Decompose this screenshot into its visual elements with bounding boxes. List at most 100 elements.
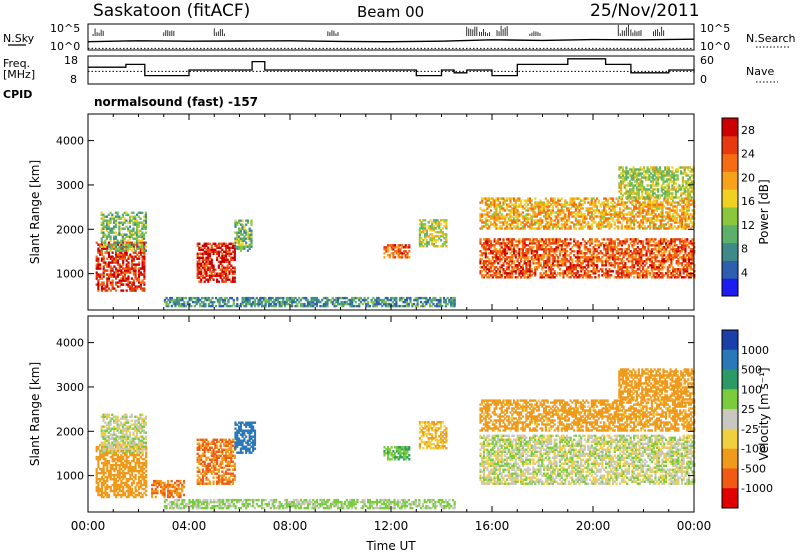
echo-cell — [610, 213, 613, 216]
echo-cell — [670, 203, 673, 206]
echo-cell — [558, 217, 562, 220]
echo-cell — [634, 203, 638, 206]
echo-cell — [246, 245, 249, 248]
echo-cell — [518, 219, 521, 222]
echo-cell — [495, 217, 498, 220]
echo-cell — [111, 215, 114, 218]
echo-cell — [233, 248, 236, 251]
echo-cell — [121, 235, 124, 238]
echo-cell — [659, 207, 662, 210]
echo-cell — [122, 279, 125, 282]
echo-cell — [638, 225, 641, 228]
echo-cell — [562, 205, 565, 208]
echo-cell — [424, 227, 427, 230]
echo-cell — [671, 192, 674, 195]
echo-cell — [643, 205, 646, 208]
echo-cell — [132, 217, 135, 220]
echo-cell — [479, 227, 482, 230]
echo-cell — [537, 266, 540, 269]
echo-cell — [687, 260, 691, 263]
echo-cell — [574, 209, 577, 212]
echo-cell — [228, 262, 231, 265]
echo-cell — [652, 276, 655, 279]
echo-cell — [143, 249, 146, 252]
echo-cell — [686, 207, 689, 210]
echo-cell — [537, 205, 540, 208]
echo-cell — [578, 215, 581, 218]
echo-cell — [649, 227, 652, 230]
echo-cell — [661, 274, 664, 277]
echo-cell — [143, 265, 146, 268]
echo-cell — [143, 277, 146, 280]
echo-cell — [553, 248, 556, 251]
echo-cell — [672, 246, 675, 249]
echo-cell — [617, 221, 620, 224]
echo-cell — [438, 225, 441, 228]
echo-cell — [672, 219, 675, 222]
echo-cell — [516, 264, 519, 267]
echo-cell — [134, 289, 137, 292]
echo-cell — [645, 240, 648, 243]
echo-cell — [484, 262, 487, 265]
echo-cell — [130, 231, 133, 234]
echo-cell — [633, 264, 636, 267]
echo-cell — [599, 203, 602, 206]
echo-cell — [498, 254, 501, 257]
echo-cell — [245, 245, 248, 248]
echo-cell — [619, 209, 622, 212]
echo-cell — [564, 227, 567, 230]
echo-cell — [104, 289, 107, 292]
echo-cell — [633, 250, 636, 253]
echo-cell — [105, 221, 109, 224]
echo-cell — [550, 213, 553, 216]
echo-cell — [574, 227, 577, 230]
echo-cell — [122, 263, 125, 266]
echo-cell — [116, 271, 119, 274]
echo-cell — [200, 256, 203, 259]
echo-cell — [546, 256, 549, 259]
echo-cell — [564, 256, 567, 259]
echo-cell — [228, 250, 231, 253]
echo-cell — [500, 215, 503, 218]
echo-cell — [424, 237, 427, 240]
echo-cell — [617, 225, 620, 228]
echo-cell — [141, 265, 144, 268]
echo-cell — [134, 233, 137, 236]
echo-cell — [497, 250, 500, 253]
echo-cell — [553, 256, 556, 259]
echo-cell — [676, 174, 679, 177]
echo-cell — [558, 272, 562, 275]
echo-cell — [543, 272, 546, 275]
echo-cell — [493, 254, 496, 257]
echo-cell — [212, 250, 215, 253]
echo-cell — [673, 219, 676, 222]
echo-cell — [686, 199, 689, 202]
echo-cell — [527, 197, 530, 200]
echo-cell — [682, 254, 685, 257]
echo-cell — [223, 276, 226, 279]
echo-cell — [236, 239, 239, 242]
echo-cell — [546, 264, 549, 267]
echo-cell — [613, 266, 616, 269]
echo-cell — [123, 221, 126, 224]
echo-cell — [566, 244, 569, 247]
echo-cell — [212, 278, 215, 281]
echo-cell — [518, 252, 521, 255]
echo-cell — [560, 205, 563, 208]
echo-cell — [534, 221, 537, 224]
echo-cell — [548, 252, 551, 255]
echo-cell — [682, 246, 685, 249]
echo-cell — [656, 209, 659, 212]
echo-cell — [661, 276, 664, 279]
echo-cell — [583, 197, 586, 200]
echo-cell — [677, 262, 680, 265]
echo-cell — [514, 205, 517, 208]
echo-cell — [404, 250, 407, 253]
echo-cell — [127, 243, 130, 246]
echo-cell — [546, 244, 549, 247]
echo-cell — [659, 240, 662, 243]
echo-cell — [205, 272, 208, 275]
echo-cell — [141, 281, 144, 284]
echo-cell — [495, 203, 498, 206]
echo-cell — [530, 225, 533, 228]
